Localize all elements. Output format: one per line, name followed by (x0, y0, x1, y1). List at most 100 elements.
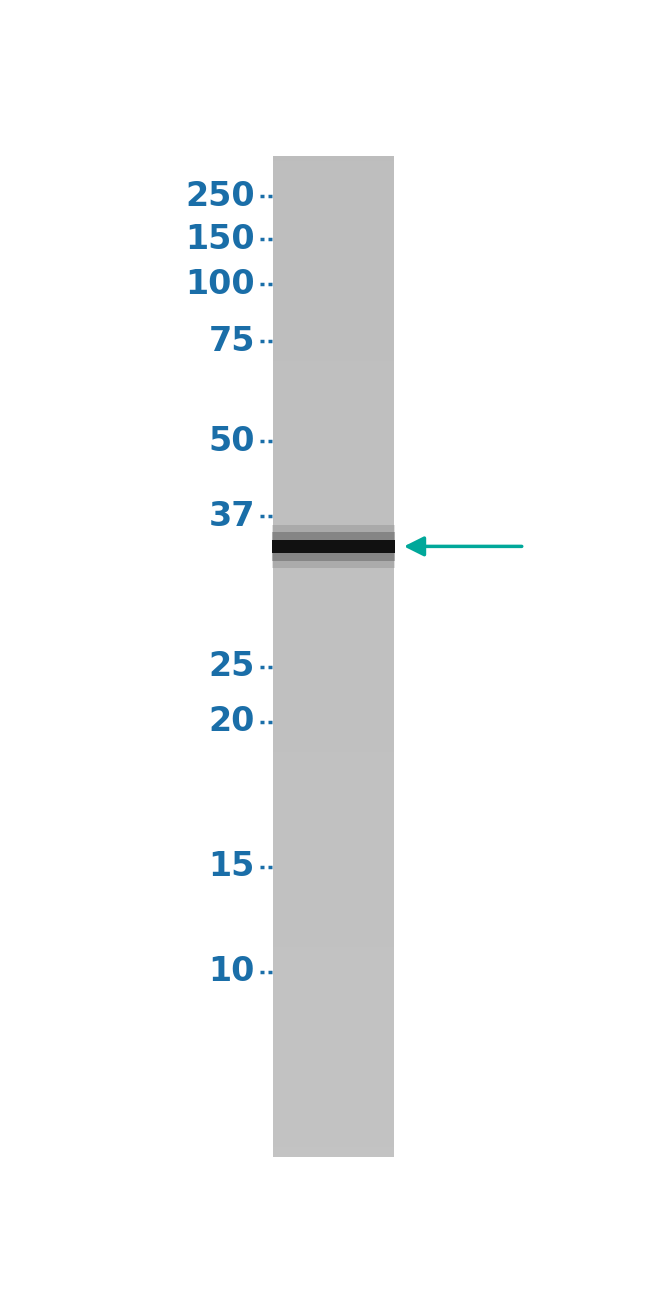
Bar (273, 205, 393, 211)
Bar (273, 1002, 393, 1006)
Bar (273, 526, 393, 532)
Bar (273, 876, 393, 881)
Bar (273, 1147, 393, 1152)
Bar (273, 916, 393, 922)
Bar (273, 932, 393, 937)
Bar (272, 532, 395, 560)
Bar (273, 962, 393, 967)
Bar (273, 416, 393, 421)
Bar (273, 1112, 393, 1117)
Bar (273, 402, 393, 406)
Bar (273, 846, 393, 852)
Bar (273, 632, 393, 637)
Bar (273, 972, 393, 976)
Bar (273, 491, 393, 497)
Bar (273, 616, 393, 621)
Bar (273, 1046, 393, 1052)
Text: 50: 50 (209, 425, 255, 458)
Bar (273, 237, 393, 240)
Bar (272, 525, 395, 568)
Bar (273, 351, 393, 356)
Bar (273, 802, 393, 806)
Bar (273, 941, 393, 946)
Bar (273, 776, 393, 781)
Bar (273, 672, 393, 676)
Bar (273, 421, 393, 426)
Bar (273, 702, 393, 707)
Bar (273, 667, 393, 672)
Bar (272, 540, 395, 552)
Bar (273, 341, 393, 346)
Bar (273, 191, 393, 196)
Bar (273, 1022, 393, 1027)
Bar (273, 196, 393, 202)
Bar (273, 722, 393, 727)
Bar (273, 231, 393, 237)
Bar (273, 240, 393, 246)
Bar (273, 246, 393, 251)
Bar (273, 857, 393, 862)
Bar (273, 562, 393, 567)
Bar (273, 732, 393, 737)
Bar (273, 827, 393, 832)
Bar (273, 606, 393, 611)
Bar (273, 446, 393, 451)
Bar (273, 202, 393, 207)
Bar (273, 741, 393, 746)
Bar (273, 326, 393, 332)
Bar (273, 987, 393, 992)
Bar (273, 291, 393, 296)
Bar (273, 967, 393, 972)
Bar (273, 767, 393, 772)
Bar (273, 692, 393, 697)
Bar (273, 486, 393, 491)
Bar (273, 1072, 393, 1076)
Bar (273, 716, 393, 722)
Bar (273, 411, 393, 416)
Bar (273, 281, 393, 286)
Bar (273, 627, 393, 632)
Text: 37: 37 (209, 500, 255, 533)
Text: 150: 150 (185, 222, 255, 256)
Bar (273, 656, 393, 662)
Bar (273, 156, 393, 161)
Bar (273, 746, 393, 751)
Bar (273, 321, 393, 326)
Bar (273, 386, 393, 391)
Bar (273, 992, 393, 997)
Bar (273, 711, 393, 716)
Bar (273, 1138, 393, 1141)
Bar (273, 437, 393, 441)
Bar (273, 837, 393, 841)
Text: 250: 250 (185, 179, 255, 212)
Bar (273, 376, 393, 381)
Bar (273, 502, 393, 507)
Bar (273, 356, 393, 361)
Bar (273, 1127, 393, 1132)
Bar (273, 451, 393, 456)
Bar (273, 516, 393, 521)
Bar (273, 337, 393, 341)
Bar (273, 521, 393, 527)
Bar (273, 251, 393, 256)
Bar (273, 556, 393, 562)
Bar (273, 922, 393, 927)
Bar (273, 176, 393, 181)
Bar (273, 867, 393, 872)
Bar (273, 456, 393, 461)
Bar (273, 506, 393, 511)
Bar (273, 1062, 393, 1067)
Bar (273, 786, 393, 792)
Bar (273, 372, 393, 376)
Bar (273, 1037, 393, 1041)
Bar (273, 266, 393, 272)
Bar (273, 957, 393, 962)
Bar (273, 806, 393, 811)
Bar (273, 852, 393, 857)
Bar (273, 396, 393, 402)
Bar (273, 676, 393, 681)
Bar (273, 581, 393, 586)
Bar (273, 441, 393, 446)
Bar (273, 792, 393, 797)
Bar (273, 272, 393, 276)
